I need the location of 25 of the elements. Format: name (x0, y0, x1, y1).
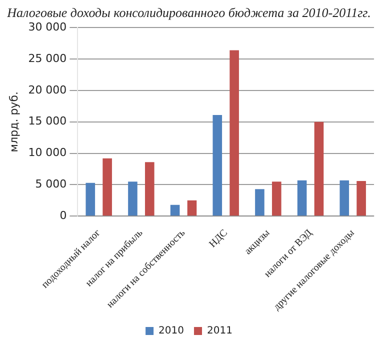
bar (340, 180, 350, 216)
y-tick-label: 20 000 (28, 83, 67, 96)
y-axis-title: млрд. руб. (7, 92, 20, 152)
bar (297, 180, 307, 216)
y-tick-label: 10 000 (28, 146, 67, 160)
bar (128, 182, 138, 216)
legend-label: 2010 (158, 326, 184, 337)
bar (102, 158, 112, 216)
bar (255, 189, 264, 216)
bar (86, 182, 96, 216)
legend-label: 2011 (207, 326, 232, 337)
y-tick-label: 5 000 (35, 178, 67, 191)
bar (230, 50, 239, 216)
bar (314, 122, 324, 216)
y-tick-label: 25 000 (28, 52, 67, 65)
bar (144, 162, 154, 216)
bar (356, 180, 366, 216)
y-tick-label: 15 000 (28, 114, 67, 128)
y-tick-label: 0 (60, 209, 67, 222)
bar (212, 114, 222, 216)
bar (187, 200, 197, 216)
bar (170, 204, 180, 216)
y-tick-label: 30 000 (28, 20, 67, 34)
bar (272, 182, 282, 216)
chart-title: Налоговые доходы консолидированного бюджета за 2010-2011гг. (6, 5, 371, 20)
